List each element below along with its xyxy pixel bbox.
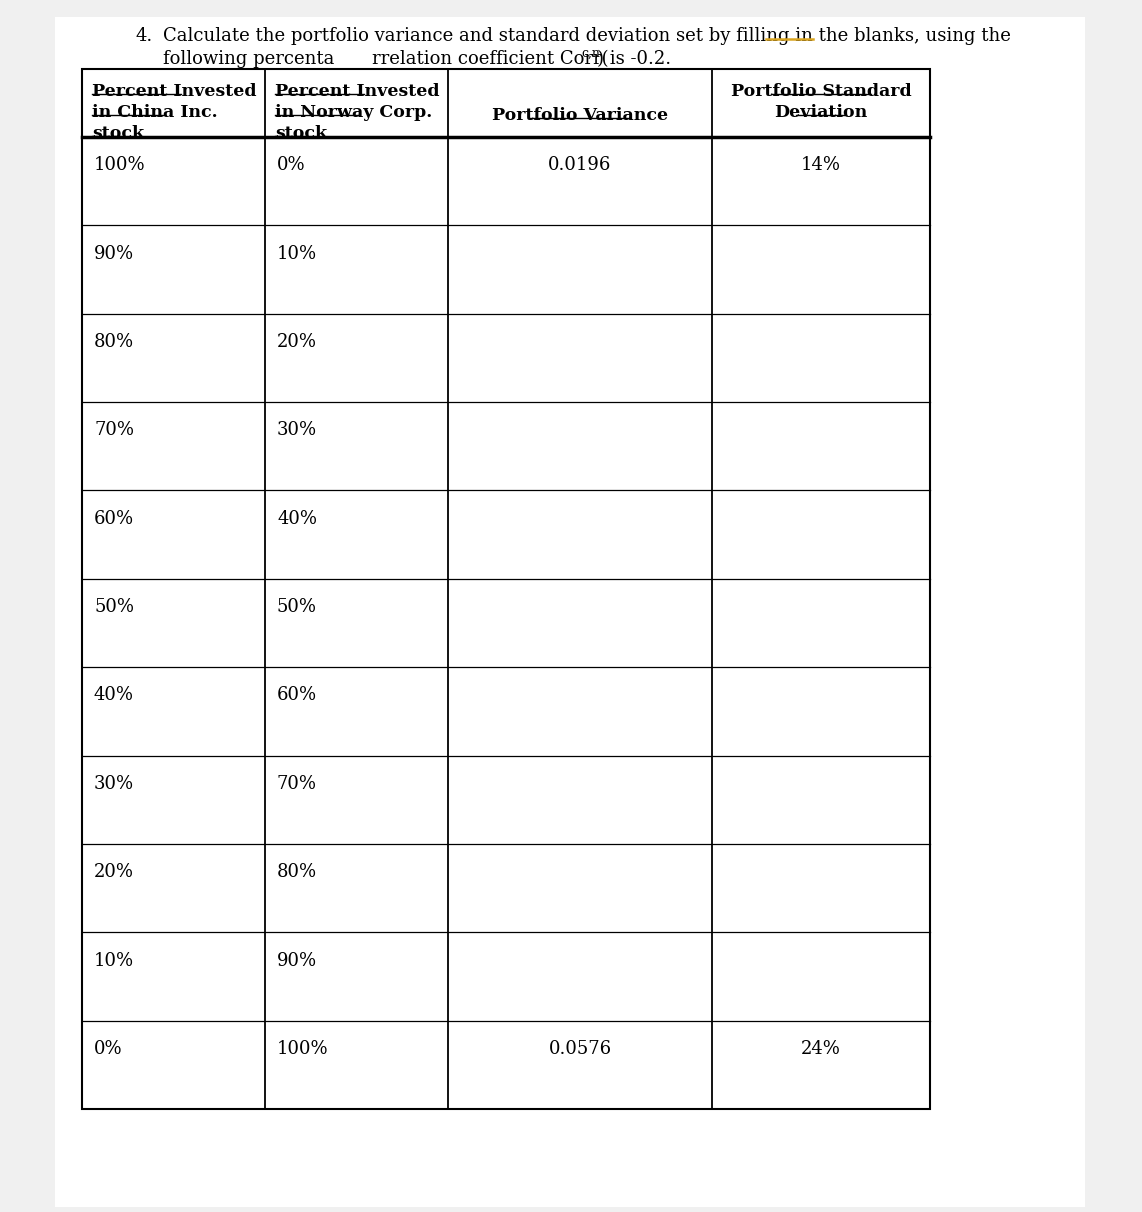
- Text: 70%: 70%: [278, 774, 317, 793]
- Text: Percent Invested: Percent Invested: [93, 82, 257, 101]
- Text: 50%: 50%: [94, 598, 134, 616]
- Text: 100%: 100%: [278, 1040, 329, 1058]
- Text: Calculate the portfolio variance and standard deviation set by filling in the bl: Calculate the portfolio variance and sta…: [163, 27, 1011, 45]
- Text: 4.: 4.: [135, 27, 152, 45]
- Text: 0%: 0%: [278, 156, 306, 175]
- Text: 40%: 40%: [94, 686, 134, 704]
- Bar: [82, 69, 930, 1109]
- Text: 60%: 60%: [94, 510, 134, 527]
- Text: 10%: 10%: [278, 245, 317, 263]
- Text: 20%: 20%: [278, 333, 317, 351]
- Text: 0%: 0%: [94, 1040, 122, 1058]
- Text: 10%: 10%: [94, 951, 134, 970]
- Text: in Norway Corp.: in Norway Corp.: [275, 104, 433, 121]
- Text: 0.0196: 0.0196: [548, 156, 612, 175]
- Text: 100%: 100%: [94, 156, 146, 175]
- Text: 90%: 90%: [94, 245, 134, 263]
- Text: c,n: c,n: [581, 47, 600, 61]
- Text: 50%: 50%: [278, 598, 317, 616]
- Text: stock: stock: [93, 125, 144, 142]
- Text: 30%: 30%: [94, 774, 134, 793]
- Text: 40%: 40%: [278, 510, 317, 527]
- Text: stock: stock: [275, 125, 327, 142]
- Text: 80%: 80%: [94, 333, 134, 351]
- Text: Percent Invested: Percent Invested: [275, 82, 440, 101]
- Text: 20%: 20%: [94, 863, 134, 881]
- Text: ) is -0.2.: ) is -0.2.: [597, 50, 671, 68]
- Text: 30%: 30%: [278, 422, 317, 440]
- Text: Deviation: Deviation: [774, 104, 868, 121]
- Text: Portfolio Variance: Portfolio Variance: [492, 107, 668, 125]
- Text: 24%: 24%: [801, 1040, 841, 1058]
- Text: following percenta: following percenta: [163, 50, 335, 68]
- Text: rrelation coefficient Corr(: rrelation coefficient Corr(: [372, 50, 609, 68]
- Text: 70%: 70%: [94, 422, 134, 440]
- Text: 14%: 14%: [801, 156, 841, 175]
- Text: 0.0576: 0.0576: [548, 1040, 612, 1058]
- Text: 80%: 80%: [278, 863, 317, 881]
- Text: Portfolio Standard: Portfolio Standard: [731, 82, 911, 101]
- Text: 60%: 60%: [278, 686, 317, 704]
- Text: 90%: 90%: [278, 951, 317, 970]
- Text: in China Inc.: in China Inc.: [93, 104, 218, 121]
